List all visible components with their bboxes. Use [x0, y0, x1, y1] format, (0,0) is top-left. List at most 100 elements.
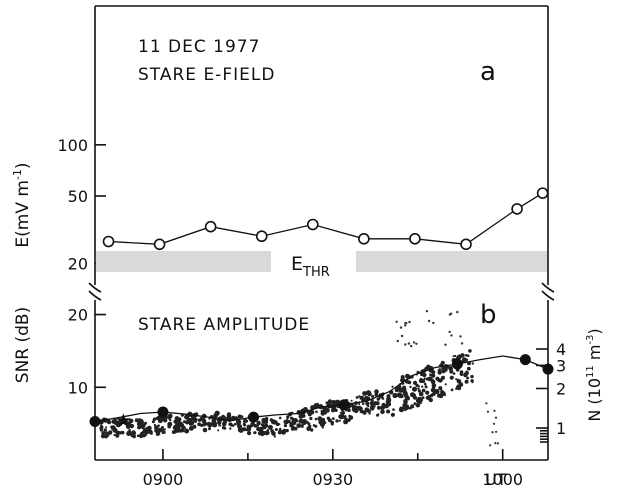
x-axis-unit: UT — [485, 470, 507, 489]
snr-dot — [187, 417, 193, 423]
ylabel-a-exp: -1 — [11, 169, 24, 180]
snr-dot — [228, 422, 231, 426]
panel-b-yticks-right: 43 2 1 — [536, 340, 566, 443]
snr-dot — [101, 431, 106, 436]
xtick-label: 0900 — [143, 470, 184, 489]
density-point — [451, 358, 463, 370]
snr-dot — [423, 382, 427, 386]
snr-dot — [413, 393, 416, 397]
snr-dot — [134, 418, 139, 423]
snr-dot — [320, 417, 326, 423]
snr-dot — [459, 372, 464, 376]
snr-dot — [154, 425, 159, 430]
snr-dot — [410, 344, 413, 348]
snr-dot — [296, 423, 301, 428]
snr-dot — [486, 410, 489, 413]
snr-dot — [236, 419, 242, 425]
snr-dot — [429, 393, 434, 398]
snr-dot — [429, 373, 432, 377]
snr-dot — [221, 421, 227, 427]
efield-point — [536, 187, 549, 199]
snr-dot — [306, 426, 311, 432]
snr-dot — [405, 404, 410, 409]
snr-dot — [200, 423, 204, 427]
snr-dot — [194, 420, 197, 424]
snr-dot — [399, 326, 403, 329]
snr-dot — [229, 427, 232, 430]
snr-dot — [211, 418, 217, 423]
snr-dot — [380, 409, 385, 415]
snr-dot — [432, 321, 435, 325]
snr-dot — [465, 370, 469, 374]
snr-dot — [404, 321, 407, 325]
snr-dot — [273, 435, 276, 438]
snr-dot — [136, 434, 140, 438]
snr-dot — [248, 425, 252, 429]
snr-dot — [452, 372, 456, 375]
snr-dot — [264, 430, 270, 436]
snr-dot — [278, 428, 281, 431]
efield-point — [358, 233, 370, 245]
snr-dot — [494, 442, 497, 445]
snr-dot — [141, 430, 146, 434]
snr-dot — [437, 370, 442, 375]
snr-dot — [374, 392, 379, 396]
ylabel-a-base: E(mV m — [13, 180, 33, 248]
x-axis-ticks: 0900 0930 1000 — [143, 449, 523, 489]
snr-dot — [410, 392, 415, 398]
snr-dot — [120, 430, 125, 435]
snr-dot — [113, 433, 116, 437]
snr-dot — [153, 423, 156, 426]
snr-dot — [440, 390, 445, 395]
snr-dot — [415, 383, 419, 387]
snr-dot — [404, 343, 407, 346]
snr-dot — [115, 433, 120, 438]
snr-dot — [489, 444, 492, 447]
ytick-right-label: 2 — [556, 380, 566, 399]
ytick-label: 20 — [68, 255, 88, 274]
snr-dot — [334, 408, 338, 412]
snr-dot — [471, 380, 474, 384]
snr-dot — [207, 422, 213, 428]
snr-dot — [99, 425, 104, 430]
snr-dot — [418, 391, 424, 397]
ytick-label: 20 — [68, 306, 88, 325]
snr-dot — [485, 402, 488, 405]
snr-dot — [494, 416, 498, 419]
snr-dot — [400, 334, 404, 338]
snr-dot — [376, 397, 380, 401]
snr-dot — [493, 409, 496, 412]
snr-dot — [266, 429, 269, 432]
threshold-label-base: E — [291, 253, 303, 275]
density-point — [248, 411, 260, 423]
snr-dot — [466, 354, 470, 358]
snr-dot — [269, 418, 273, 422]
snr-dot — [300, 424, 304, 428]
svg-text:SNR (dB): SNR (dB) — [13, 307, 33, 383]
snr-dot — [415, 403, 420, 408]
snr-dot — [350, 399, 353, 402]
snr-dot — [371, 394, 375, 398]
snr-dot — [343, 416, 347, 419]
snr-dot — [112, 428, 118, 433]
snr-dot — [227, 414, 232, 419]
snr-dot — [323, 421, 327, 424]
snr-dot — [290, 427, 295, 431]
panel-a-label: a — [480, 57, 496, 87]
ylabel-right-mid: m — [585, 345, 604, 366]
xtick-label: 0930 — [312, 470, 353, 489]
snr-dot — [271, 431, 276, 436]
ytick-right-label: 1 — [556, 419, 566, 438]
snr-dot — [465, 358, 469, 362]
snr-dot — [247, 431, 252, 436]
snr-dot — [253, 431, 257, 435]
snr-dot — [256, 426, 261, 432]
snr-dot — [267, 424, 273, 430]
snr-dot — [282, 428, 287, 433]
snr-dot — [380, 405, 386, 411]
snr-dot — [257, 431, 262, 436]
snr-dot — [413, 402, 417, 406]
snr-dot — [444, 343, 447, 346]
snr-dot — [169, 418, 172, 422]
